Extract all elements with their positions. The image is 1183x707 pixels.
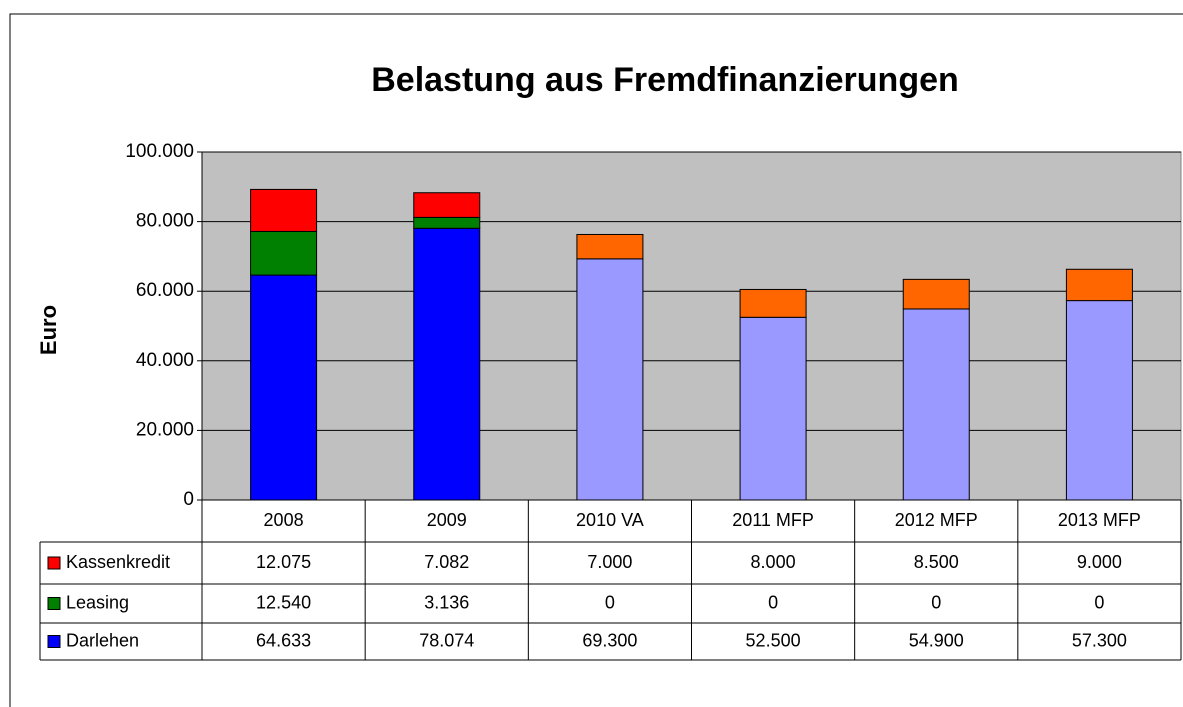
y-tick-label: 40.000 bbox=[136, 350, 194, 371]
y-axis-label: Euro bbox=[36, 305, 61, 355]
bar-segment bbox=[1065, 268, 1133, 302]
bar-segment bbox=[250, 188, 318, 232]
table-value: 0 bbox=[605, 592, 615, 612]
table-value: 0 bbox=[931, 592, 941, 612]
y-tick-label: 20.000 bbox=[136, 419, 194, 440]
table-value: 0 bbox=[1094, 592, 1104, 612]
table-value: 7.082 bbox=[424, 552, 469, 572]
x-tick-label: 2009 bbox=[427, 510, 467, 530]
table-value: 52.500 bbox=[746, 630, 801, 650]
bar-segment bbox=[902, 308, 970, 501]
table-value: 8.000 bbox=[751, 552, 796, 572]
bar-segment bbox=[739, 288, 807, 318]
legend-swatch bbox=[47, 597, 61, 610]
x-tick-label: 2012 MFP bbox=[895, 510, 978, 530]
plot-area bbox=[201, 151, 1182, 501]
table-value: 78.074 bbox=[419, 630, 474, 650]
bar-segment bbox=[413, 192, 481, 218]
legend-swatch bbox=[47, 556, 61, 570]
table-value: 7.000 bbox=[587, 552, 632, 572]
legend-label: Darlehen bbox=[66, 630, 139, 650]
legend-label: Kassenkredit bbox=[66, 552, 170, 572]
table-value: 12.540 bbox=[256, 592, 311, 612]
x-tick-label: 2008 bbox=[264, 510, 304, 530]
x-tick-label: 2011 MFP bbox=[732, 510, 814, 530]
y-tick-label: 0 bbox=[183, 489, 194, 510]
y-tick-label: 80.000 bbox=[136, 211, 194, 232]
table-value: 12.075 bbox=[256, 552, 311, 572]
y-tick-label: 60.000 bbox=[136, 280, 194, 301]
table-value: 54.900 bbox=[909, 630, 964, 650]
x-tick-label: 2010 VA bbox=[576, 510, 644, 530]
table-value: 64.633 bbox=[256, 630, 311, 650]
bar-segment bbox=[413, 216, 481, 229]
bar-segment bbox=[739, 316, 807, 501]
table-value: 69.300 bbox=[582, 630, 637, 650]
legend-swatch bbox=[47, 635, 61, 648]
bar-segment bbox=[250, 274, 318, 501]
table-value: 3.136 bbox=[424, 592, 469, 612]
bar-segment bbox=[413, 227, 481, 501]
table-value: 8.500 bbox=[914, 552, 959, 572]
bar-segment bbox=[250, 230, 318, 276]
x-tick-label: 2013 MFP bbox=[1058, 510, 1141, 530]
legend-label: Leasing bbox=[66, 592, 129, 612]
chart-title: Belastung aus Fremdfinanzierungen bbox=[371, 61, 959, 99]
bar-segment bbox=[576, 233, 644, 260]
table-value: 9.000 bbox=[1077, 552, 1122, 572]
table-value: 0 bbox=[768, 592, 778, 612]
y-tick-label: 100.000 bbox=[125, 141, 194, 162]
bar-segment bbox=[576, 258, 644, 501]
bar-segment bbox=[1065, 300, 1133, 501]
table-value: 57.300 bbox=[1072, 630, 1127, 650]
bar-segment bbox=[902, 278, 970, 310]
